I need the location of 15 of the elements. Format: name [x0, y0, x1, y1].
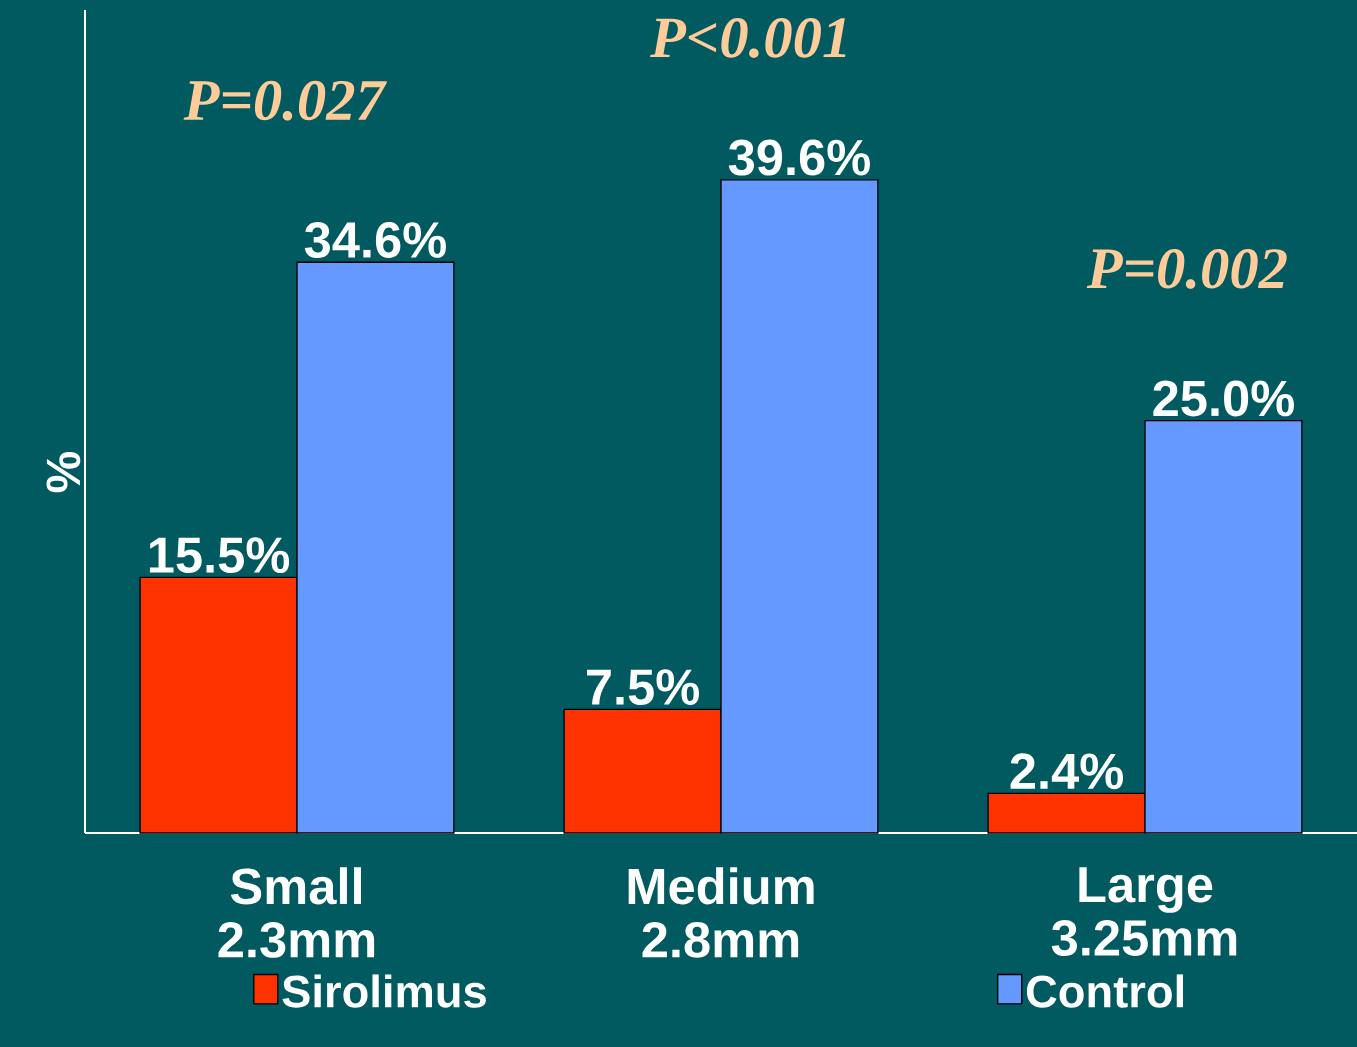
- data-label: 7.5%: [587, 669, 699, 706]
- annotation: P=0.002: [1086, 248, 1287, 289]
- text: P=0.027: [183, 80, 387, 121]
- data-label: 39.6%: [728, 139, 870, 176]
- y-axis-title: %: [46, 452, 81, 493]
- x-tick-label: Medium 2.8mm: [628, 867, 814, 958]
- legend-label: Sirolimus: [282, 974, 486, 1008]
- data-label: 2.4%: [1010, 753, 1123, 790]
- text: P<0.001: [650, 18, 846, 58]
- data-label: 15.5%: [149, 537, 290, 574]
- legend-label: Control: [1026, 974, 1183, 1008]
- x-tick-label: Small 2.3mm: [218, 867, 375, 958]
- data-label: 25.0%: [1153, 380, 1294, 417]
- x-tick-label: Large 3.25mm: [1051, 867, 1237, 956]
- data-label: 34.6%: [304, 222, 446, 259]
